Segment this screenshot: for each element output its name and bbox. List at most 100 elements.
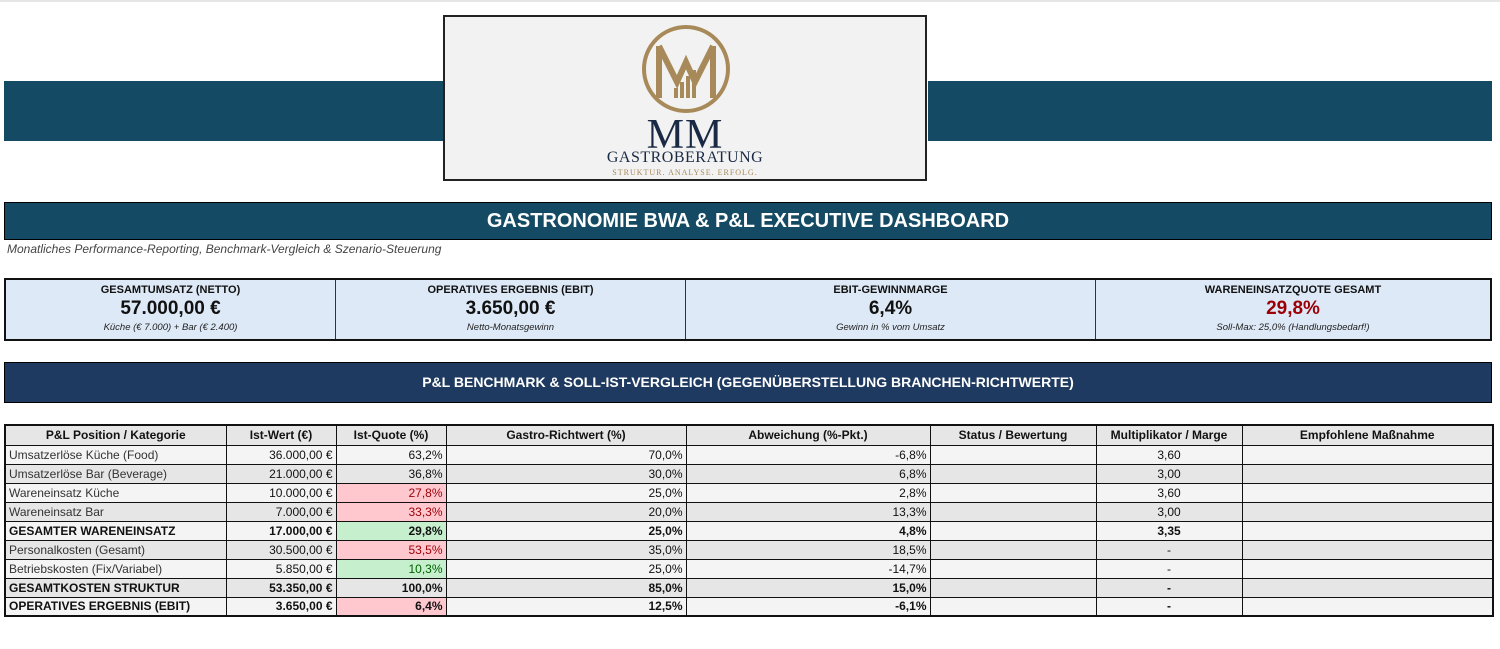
kpi-note: Küche (€ 7.000) + Bar (€ 2.400) bbox=[103, 322, 238, 333]
cell-multiplikator: - bbox=[1095, 558, 1243, 579]
cell-ist-wert: 17.000,00 € bbox=[225, 520, 337, 541]
table-row: Wareneinsatz Küche 10.000,00 €27,8% 25,0% 2… bbox=[4, 482, 1494, 503]
cell-ist-quote: 10,3% bbox=[335, 558, 447, 579]
kpi-value: 3.650,00 € bbox=[465, 298, 556, 319]
cell-multiplikator: - bbox=[1095, 539, 1243, 560]
cell-position: OPERATIVES ERGEBNIS (EBIT) bbox=[4, 596, 227, 617]
table-row: Personalkosten (Gesamt) 30.500,00 €53,5% 3… bbox=[4, 539, 1494, 560]
cell-multiplikator: - bbox=[1095, 596, 1243, 617]
cell-abweichung: 15,0% bbox=[685, 577, 931, 598]
kpi-note: Gewinn in % vom Umsatz bbox=[836, 322, 945, 333]
cell-massnahme bbox=[1241, 444, 1494, 465]
logo-slogan: STRUKTUR. ANALYSE. ERFOLG. bbox=[612, 168, 758, 177]
cell-multiplikator: 3,60 bbox=[1095, 482, 1243, 503]
table-row: Wareneinsatz Bar 7.000,00 €33,3% 20,0% 13,3… bbox=[4, 501, 1494, 522]
cell-ist-quote: 36,8% bbox=[335, 463, 447, 484]
column-header: Gastro-Richtwert (%) bbox=[445, 424, 687, 446]
company-logo: MM GASTROBERATUNG STRUKTUR. ANALYSE. ERF… bbox=[443, 15, 927, 181]
cell-position: Umsatzerlöse Bar (Beverage) bbox=[4, 463, 227, 484]
column-header: Abweichung (%-Pkt.) bbox=[685, 424, 931, 446]
cell-ist-quote: 6,4% bbox=[335, 596, 447, 617]
kpi-note: Soll-Max: 25,0% (Handlungsbedarf!) bbox=[1216, 322, 1370, 333]
cell-multiplikator: 3,00 bbox=[1095, 463, 1243, 484]
cell-status bbox=[929, 558, 1097, 579]
table-row: GESAMTER WARENEINSATZ 17.000,00 €29,8% 25,… bbox=[4, 520, 1494, 541]
column-header: Multiplikator / Marge bbox=[1095, 424, 1243, 446]
cell-position: GESAMTKOSTEN STRUKTUR bbox=[4, 577, 227, 598]
table-row: GESAMTKOSTEN STRUKTUR 53.350,00 €100,0% 85… bbox=[4, 577, 1494, 598]
logo-name: GASTROBERATUNG bbox=[606, 149, 764, 166]
cell-ist-wert: 21.000,00 € bbox=[225, 463, 337, 484]
header-band-right bbox=[928, 81, 1492, 141]
cell-status bbox=[929, 444, 1097, 465]
header-band-left bbox=[4, 81, 444, 141]
cell-massnahme bbox=[1241, 520, 1494, 541]
cell-status bbox=[929, 520, 1097, 541]
cell-ist-quote: 63,2% bbox=[335, 444, 447, 465]
cell-richtwert: 25,0% bbox=[445, 482, 687, 503]
cell-multiplikator: 3,60 bbox=[1095, 444, 1243, 465]
kpi-value: 6,4% bbox=[868, 298, 913, 319]
column-header: Ist-Wert (€) bbox=[225, 424, 337, 446]
cell-multiplikator: 3,35 bbox=[1095, 520, 1243, 541]
cell-massnahme bbox=[1241, 577, 1494, 598]
cell-abweichung: -14,7% bbox=[685, 558, 931, 579]
cell-position: Betriebskosten (Fix/Variabel) bbox=[4, 558, 227, 579]
cell-ist-wert: 5.850,00 € bbox=[225, 558, 337, 579]
cell-richtwert: 12,5% bbox=[445, 596, 687, 617]
cell-massnahme bbox=[1241, 539, 1494, 560]
cell-status bbox=[929, 596, 1097, 617]
cell-abweichung: 18,5% bbox=[685, 539, 931, 560]
cell-abweichung: 2,8% bbox=[685, 482, 931, 503]
cell-massnahme bbox=[1241, 482, 1494, 503]
kpi-card-umsatz: GESAMTUMSATZ (NETTO) 57.000,00 € Küche (… bbox=[6, 280, 336, 339]
cell-ist-quote: 27,8% bbox=[335, 482, 447, 503]
cell-ist-quote: 53,5% bbox=[335, 539, 447, 560]
kpi-value: 57.000,00 € bbox=[120, 298, 221, 319]
pl-benchmark-table: P&L Position / Kategorie Ist-Wert (€) Is… bbox=[4, 424, 1494, 617]
cell-abweichung: 6,8% bbox=[685, 463, 931, 484]
column-header: Status / Bewertung bbox=[929, 424, 1097, 446]
cell-richtwert: 30,0% bbox=[445, 463, 687, 484]
dashboard-subtitle: Monatliches Performance-Reporting, Bench… bbox=[7, 242, 442, 256]
cell-richtwert: 35,0% bbox=[445, 539, 687, 560]
cell-richtwert: 25,0% bbox=[445, 558, 687, 579]
cell-ist-quote: 29,8% bbox=[335, 520, 447, 541]
cell-ist-wert: 30.500,00 € bbox=[225, 539, 337, 560]
cell-richtwert: 25,0% bbox=[445, 520, 687, 541]
cell-richtwert: 20,0% bbox=[445, 501, 687, 522]
cell-ist-wert: 36.000,00 € bbox=[225, 444, 337, 465]
logo-initials: MM bbox=[646, 112, 724, 158]
benchmark-section-title: P&L BENCHMARK & SOLL-IST-VERGLEICH (GEGE… bbox=[4, 362, 1492, 403]
cell-massnahme bbox=[1241, 463, 1494, 484]
cell-multiplikator: 3,00 bbox=[1095, 501, 1243, 522]
cell-status bbox=[929, 501, 1097, 522]
cell-status bbox=[929, 463, 1097, 484]
cell-abweichung: -6,8% bbox=[685, 444, 931, 465]
cell-massnahme bbox=[1241, 501, 1494, 522]
kpi-value: 29,8% bbox=[1266, 298, 1320, 319]
cell-ist-quote: 100,0% bbox=[335, 577, 447, 598]
cell-ist-quote: 33,3% bbox=[335, 501, 447, 522]
cell-status bbox=[929, 539, 1097, 560]
cell-position: Personalkosten (Gesamt) bbox=[4, 539, 227, 560]
cell-massnahme bbox=[1241, 596, 1494, 617]
table-row: Umsatzerlöse Küche (Food) 36.000,00 €63,2… bbox=[4, 444, 1494, 465]
kpi-note: Netto-Monatsgewinn bbox=[466, 322, 555, 333]
kpi-card-wareneinsatz: WARENEINSATZQUOTE GESAMT 29,8% Soll-Max:… bbox=[1096, 280, 1490, 339]
kpi-card-marge: EBIT-GEWINNMARGE 6,4% Gewinn in % vom Um… bbox=[686, 280, 1096, 339]
cell-richtwert: 85,0% bbox=[445, 577, 687, 598]
column-header: Ist-Quote (%) bbox=[335, 424, 447, 446]
kpi-label: WARENEINSATZQUOTE GESAMT bbox=[1204, 284, 1382, 296]
cell-status bbox=[929, 577, 1097, 598]
cell-abweichung: 13,3% bbox=[685, 501, 931, 522]
cell-ist-wert: 7.000,00 € bbox=[225, 501, 337, 522]
mm-monogram-bar-chart-icon bbox=[642, 25, 730, 113]
cell-position: Wareneinsatz Bar bbox=[4, 501, 227, 522]
cell-position: GESAMTER WARENEINSATZ bbox=[4, 520, 227, 541]
column-header: P&L Position / Kategorie bbox=[4, 424, 227, 446]
cell-ist-wert: 10.000,00 € bbox=[225, 482, 337, 503]
cell-position: Umsatzerlöse Küche (Food) bbox=[4, 444, 227, 465]
kpi-label: OPERATIVES ERGEBNIS (EBIT) bbox=[427, 284, 594, 296]
cell-richtwert: 70,0% bbox=[445, 444, 687, 465]
